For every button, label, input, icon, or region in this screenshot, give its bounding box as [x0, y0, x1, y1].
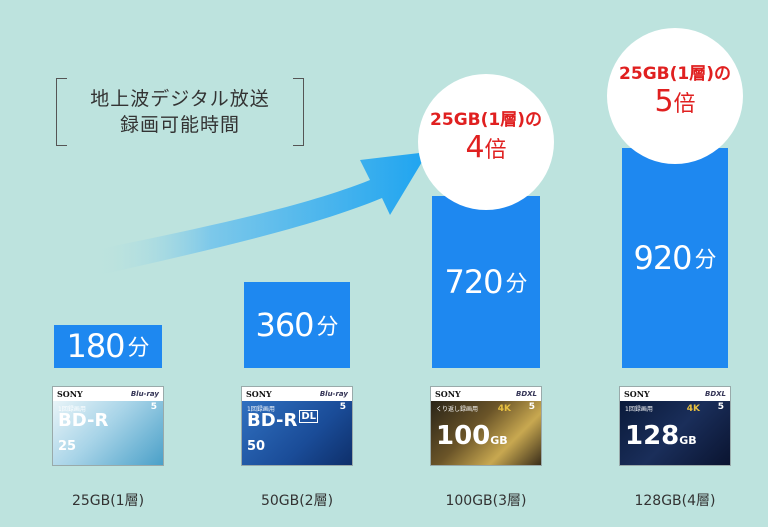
package-use-label: くり返し録画用: [436, 406, 479, 413]
bar-unit-label: 分: [505, 271, 528, 297]
multiplier-badge-1: 25GB(1層)の 5倍: [607, 28, 743, 164]
x-tick-label: 50GB(2層): [260, 493, 334, 509]
bar-unit-label: 分: [127, 336, 150, 362]
package-capacity: 50: [247, 439, 266, 454]
bracket-right: [293, 78, 304, 146]
bar-value-label: 360: [255, 305, 314, 344]
package-dl-badge: DL: [299, 410, 319, 423]
package-4k-badge: 4K: [686, 404, 700, 414]
package-title: BD-R: [58, 410, 109, 431]
heading-line1: 地上波デジタル放送: [90, 88, 270, 110]
package-capacity: 100GB: [436, 421, 508, 451]
package-capacity: 25: [58, 439, 77, 454]
brand-logo: SONY: [57, 389, 83, 399]
bar-value-label: 180: [66, 327, 125, 366]
badge-multiplier-value: 5: [654, 84, 674, 119]
badge-multiplier-suffix: 倍: [673, 92, 696, 117]
package-use-label: 1回録画用: [247, 406, 275, 413]
badge-multiplier: 5倍: [607, 84, 743, 123]
badge-multiplier: 4倍: [418, 130, 554, 169]
product-package-3: SONY BDXL 1回録画用 5 4K 128GB: [619, 386, 731, 466]
x-tick-label: 100GB(3層): [445, 493, 527, 509]
package-header: SONY Blu-ray: [53, 387, 163, 401]
format-logo: Blu-ray: [130, 390, 159, 398]
brand-logo: SONY: [624, 389, 650, 399]
brand-logo: SONY: [246, 389, 272, 399]
package-pack-count: 5: [150, 402, 157, 412]
package-art: くり返し録画用 5 4K 100GB: [431, 401, 541, 465]
bar-2: 720 分: [432, 195, 540, 368]
package-art: 1回録画用 5 BD-R 25: [53, 401, 163, 465]
x-tick-label: 128GB(4層): [634, 493, 716, 509]
package-pack-count: 5: [528, 402, 535, 412]
package-art: 1回録画用 5 4K 128GB: [620, 401, 730, 465]
package-4k-badge: 4K: [497, 404, 511, 414]
brand-logo: SONY: [435, 389, 461, 399]
format-logo: BDXL: [704, 390, 726, 398]
bar-unit-label: 分: [694, 248, 717, 273]
package-capacity: 128GB: [625, 421, 697, 451]
package-title: BD-R DL: [247, 410, 319, 431]
x-tick-label: 25GB(1層): [71, 493, 145, 509]
package-use-label: 1回録画用: [58, 406, 86, 413]
product-package-2: SONY BDXL くり返し録画用 5 4K 100GB: [430, 386, 542, 466]
multiplier-badge-0: 25GB(1層)の 4倍: [418, 74, 554, 210]
bar-0: 180 分: [54, 324, 162, 368]
bar-value-label: 920: [633, 239, 692, 277]
format-logo: Blu-ray: [319, 390, 348, 398]
heading-text: 地上波デジタル放送 録画可能時間: [56, 86, 304, 138]
bracket-left: [56, 78, 67, 146]
package-pack-count: 5: [717, 402, 724, 412]
package-use-label: 1回録画用: [625, 406, 653, 413]
bar-value-label: 720: [444, 262, 503, 301]
bar-unit-label: 分: [316, 314, 339, 340]
badge-multiplier-suffix: 倍: [484, 138, 507, 163]
badge-multiplier-value: 4: [465, 130, 485, 165]
badge-line1: 25GB(1層)の: [430, 110, 542, 130]
package-header: SONY Blu-ray: [242, 387, 352, 401]
bar-3: 920 分: [622, 148, 728, 368]
package-header: SONY BDXL: [620, 387, 730, 401]
package-pack-count: 5: [339, 402, 346, 412]
format-logo: BDXL: [515, 390, 537, 398]
product-package-0: SONY Blu-ray 1回録画用 5 BD-R 25: [52, 386, 164, 466]
package-header: SONY BDXL: [431, 387, 541, 401]
bar-1: 360 分: [244, 281, 350, 368]
heading-box: 地上波デジタル放送 録画可能時間: [56, 78, 304, 146]
badge-line1: 25GB(1層)の: [619, 64, 731, 84]
heading-line2: 録画可能時間: [119, 114, 240, 136]
package-art: 1回録画用 5 BD-R DL 50: [242, 401, 352, 465]
product-package-1: SONY Blu-ray 1回録画用 5 BD-R DL 50: [241, 386, 353, 466]
